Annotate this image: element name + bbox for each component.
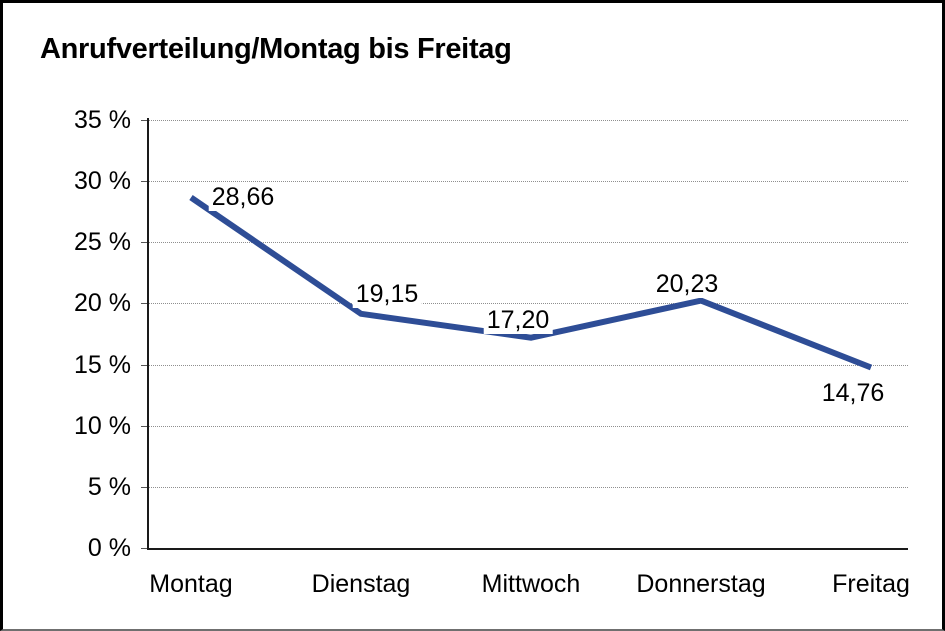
y-tick-mark bbox=[141, 548, 149, 549]
x-axis-tick-label: Donnerstag bbox=[636, 570, 766, 598]
y-tick-mark bbox=[141, 364, 149, 366]
gridline bbox=[141, 242, 908, 244]
y-axis-tick-label: 35 % bbox=[74, 106, 131, 134]
y-axis-tick-label: 15 % bbox=[74, 350, 131, 379]
data-point-label: 19,15 bbox=[352, 279, 422, 308]
x-axis-tick-label: Freitag bbox=[832, 570, 910, 598]
x-axis-tick-label: Mittwoch bbox=[481, 570, 581, 598]
y-tick-mark bbox=[141, 120, 149, 121]
y-tick-mark bbox=[141, 486, 149, 488]
y-tick-mark bbox=[141, 425, 149, 427]
gridline bbox=[141, 120, 908, 121]
y-tick-mark bbox=[141, 242, 149, 244]
gridline bbox=[141, 303, 908, 305]
line-series-svg bbox=[189, 195, 873, 371]
y-tick-mark bbox=[141, 303, 149, 305]
x-axis-tick-label: Montag bbox=[149, 570, 233, 598]
y-axis-tick-label: 20 % bbox=[74, 289, 131, 318]
x-axis-tick-label: Dienstag bbox=[311, 570, 411, 598]
y-axis-line bbox=[147, 118, 149, 550]
data-point-label: 17,20 bbox=[483, 305, 553, 334]
data-point-label: 14,76 bbox=[818, 378, 888, 407]
chart-title: Anrufverteilung/Montag bis Freitag bbox=[40, 33, 512, 65]
data-point-label: 20,23 bbox=[652, 269, 722, 298]
y-axis-tick-label: 30 % bbox=[74, 167, 131, 196]
gridline bbox=[141, 364, 908, 366]
y-axis-tick-label: 10 % bbox=[74, 411, 131, 440]
gridline bbox=[141, 181, 908, 183]
gridline bbox=[141, 486, 908, 488]
plot-area: 35 % 30 % 25 % 20 % 15 % 10 % 5 % 0 % Montag Dien… bbox=[3, 3, 942, 629]
series-line bbox=[189, 195, 873, 371]
y-tick-mark bbox=[141, 181, 149, 183]
data-point-label: 28,66 bbox=[208, 182, 278, 211]
y-axis-tick-label: 25 % bbox=[74, 228, 131, 257]
gridline bbox=[141, 425, 908, 427]
y-axis-tick-label: 0 % bbox=[87, 534, 131, 562]
y-axis-tick-label: 5 % bbox=[87, 472, 131, 501]
x-axis-line bbox=[147, 548, 908, 550]
